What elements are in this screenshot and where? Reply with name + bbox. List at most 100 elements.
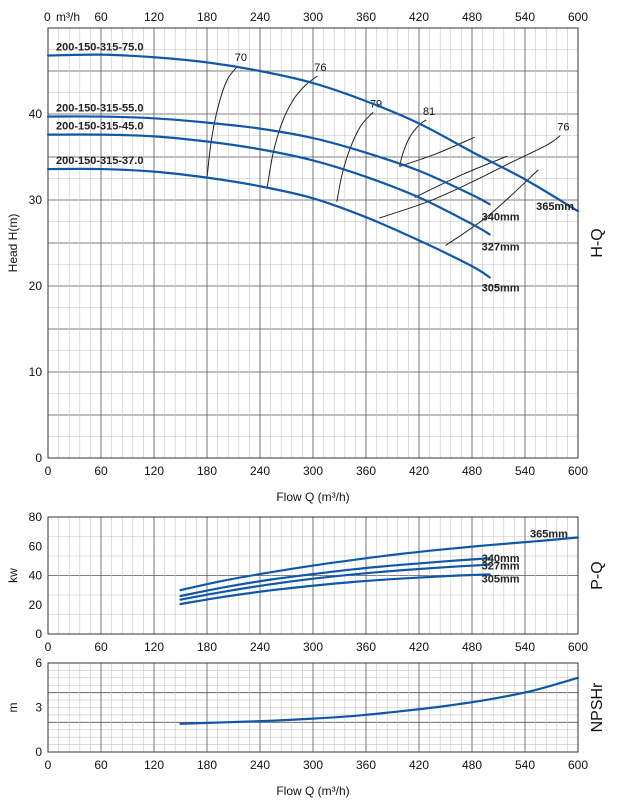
top-x-tick-label: 600 [568,10,588,24]
x-tick-label: 60 [94,758,108,772]
y-tick-label: 60 [29,539,43,553]
x-tick-label: 480 [462,640,482,654]
model-label: 200-150-315-37.0 [56,155,143,167]
power-series-label: 340mm [482,553,520,565]
top-x-tick-label: 420 [409,10,429,24]
x-tick-label: 120 [144,758,164,772]
y-axis-title: Head H(m) [6,214,20,273]
y-tick-label: 6 [35,656,42,670]
diameter-label: 340mm [482,211,520,223]
efficiency-label: 76 [314,62,326,74]
efficiency-label: 70 [235,52,247,64]
x-tick-label: 0 [45,640,52,654]
top-x-tick-label: 300 [303,10,323,24]
power-series-label: 365mm [530,528,568,540]
x-tick-label: 420 [409,640,429,654]
diameter-label: 365mm [536,201,574,213]
x-tick-label: 480 [462,464,482,478]
x-tick-label: 360 [356,464,376,478]
x-tick-label: 600 [568,758,588,772]
series-line [179,573,491,606]
top-x-tick-label: 180 [197,10,217,24]
efficiency-curve [206,65,239,178]
y-tick-label: 20 [29,279,43,293]
series-line [46,115,491,206]
power-series-label: 327mm [482,561,520,573]
efficiency-curve [266,75,318,189]
series-line [46,53,580,213]
top-x-tick-label: 120 [144,10,164,24]
y-axis-title: kw [6,568,20,583]
top-x-tick-label: 240 [250,10,270,24]
panel-grid [48,663,578,752]
x-tick-label: 420 [409,758,429,772]
x-tick-label: 420 [409,464,429,478]
panel-grid [48,28,578,458]
top-x-tick-label: 540 [515,10,535,24]
x-tick-label: 240 [250,464,270,478]
series-line [179,557,491,598]
x-tick-label: 540 [515,464,535,478]
panel-label: P-Q [589,561,606,589]
x-tick-label: 300 [303,758,323,772]
model-label: 200-150-315-75.0 [56,42,143,54]
x-tick-label: 180 [197,640,217,654]
power-series-label: 305mm [482,573,520,585]
y-tick-label: 3 [35,701,42,715]
y-axis-title: m [6,703,20,713]
series-line [179,676,580,725]
panel-label: H-Q [589,228,606,257]
top-axis-unit: m³/h [56,10,80,24]
efficiency-curve [399,119,427,167]
x-tick-label: 360 [356,640,376,654]
x-axis-title: Flow Q (m³/h) [276,784,349,798]
efficiency-curve [379,135,561,219]
x-tick-label: 240 [250,758,270,772]
x-tick-label: 600 [568,464,588,478]
x-tick-label: 0 [45,464,52,478]
series-line [179,563,491,601]
series-line [46,167,491,279]
model-label: 200-150-315-45.0 [56,121,143,133]
x-tick-label: 300 [303,464,323,478]
y-tick-label: 0 [35,745,42,759]
y-tick-label: 0 [35,627,42,641]
efficiency-link [445,169,539,246]
y-tick-label: 40 [29,569,43,583]
series-line [46,133,491,236]
panel-frame [47,662,579,753]
x-tick-label: 120 [144,464,164,478]
diameter-label: 305mm [482,282,520,294]
y-tick-label: 10 [29,365,43,379]
series-line [179,536,580,592]
diameter-label: 327mm [482,241,520,253]
top-x-tick-label: 60 [94,10,108,24]
x-tick-label: 60 [94,464,108,478]
model-label: 200-150-315-55.0 [56,103,143,115]
efficiency-label: 81 [423,106,435,118]
panel-frame [47,516,579,635]
x-tick-label: 600 [568,640,588,654]
x-axis-title: Flow Q (m³/h) [276,490,349,504]
efficiency-label: 76 [557,122,569,134]
y-tick-label: 40 [29,107,43,121]
x-tick-label: 300 [303,640,323,654]
top-x-tick-label: 480 [462,10,482,24]
y-tick-label: 30 [29,193,43,207]
x-tick-label: 0 [45,758,52,772]
efficiency-link [414,155,508,198]
x-tick-label: 240 [250,640,270,654]
x-tick-label: 180 [197,464,217,478]
x-tick-label: 480 [462,758,482,772]
panel-frame [47,27,579,459]
top-x-tick-label: 360 [356,10,376,24]
y-tick-label: 80 [29,510,43,524]
x-tick-label: 180 [197,758,217,772]
x-tick-label: 360 [356,758,376,772]
panel-label: NPSHr [589,682,606,732]
x-tick-label: 60 [94,640,108,654]
y-tick-label: 0 [35,451,42,465]
x-tick-label: 120 [144,640,164,654]
